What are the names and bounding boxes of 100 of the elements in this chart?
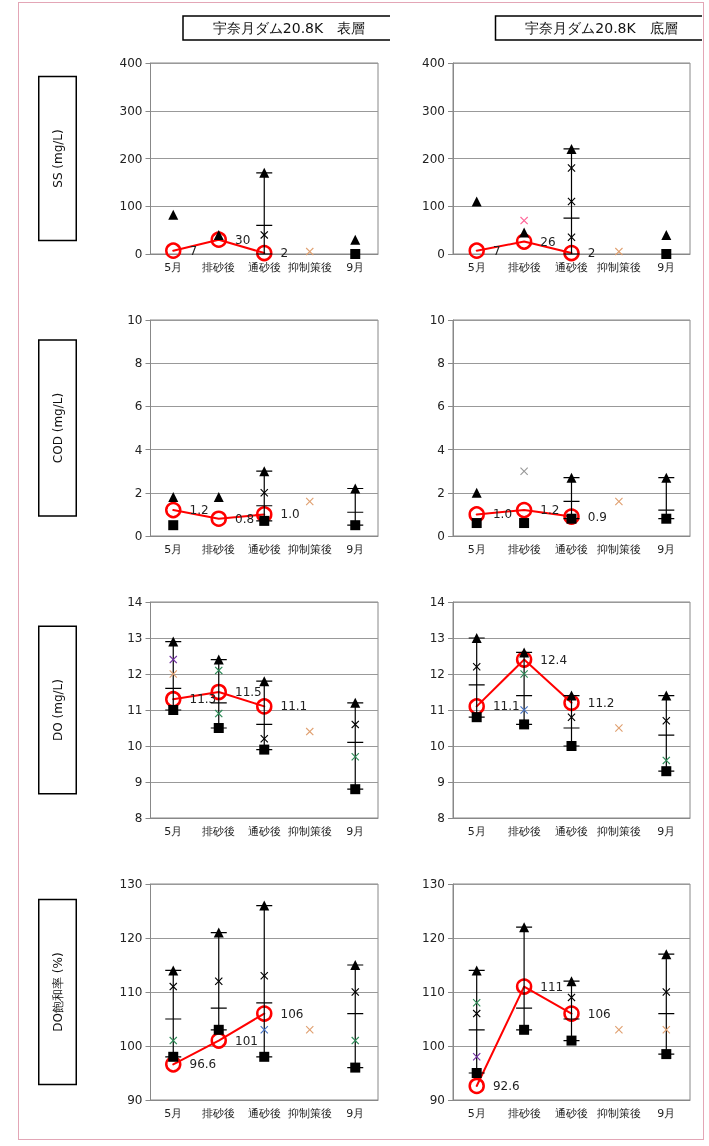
x-tick-label: 排砂後 <box>507 1107 541 1120</box>
x-tick-label: 5月 <box>164 543 183 556</box>
x-tick-label: 5月 <box>164 261 183 274</box>
y-tick-label: 0 <box>437 247 445 261</box>
point <box>259 515 270 526</box>
x-tick-label: 5月 <box>467 261 486 274</box>
point <box>350 234 361 245</box>
x-tick-label: 5月 <box>164 825 183 838</box>
data-label: 7 <box>189 243 198 258</box>
point <box>515 233 533 250</box>
x-tick-label: 抑制策後 <box>596 1107 641 1120</box>
y-tick-label: 110 <box>119 985 143 999</box>
y-tick-label: 13 <box>127 631 143 645</box>
point <box>165 242 182 259</box>
data-label: 30 <box>235 232 251 247</box>
x-tick-label: 抑制策後 <box>287 1107 332 1120</box>
data-label: 92.6 <box>492 1078 520 1093</box>
y-tick-label: 100 <box>422 199 445 214</box>
data-label: 101 <box>235 1033 258 1048</box>
y-axis-title: SS (mg/L) <box>50 129 65 188</box>
y-tick-label: 0 <box>134 529 143 543</box>
x-tick-label: 9月 <box>657 543 676 556</box>
y-tick-label: 8 <box>437 356 445 371</box>
y-tick-label: 6 <box>437 399 445 414</box>
point <box>210 510 227 527</box>
x-tick-label: 9月 <box>657 261 676 274</box>
y-tick-label: 300 <box>119 103 143 118</box>
point <box>519 518 530 529</box>
x-tick-label: 5月 <box>467 825 486 838</box>
y-tick-label: 4 <box>134 442 143 457</box>
x-tick-label: 9月 <box>657 825 676 838</box>
data-label: 2 <box>280 246 289 261</box>
data-label: 106 <box>280 1006 304 1021</box>
data-label: 1.0 <box>280 507 300 522</box>
point <box>566 472 577 483</box>
point <box>566 143 577 154</box>
x-tick-label: 通砂後 <box>247 543 281 556</box>
x-tick-label: 抑制策後 <box>287 825 332 838</box>
point <box>168 209 179 220</box>
x-tick-label: 抑制策後 <box>596 261 641 274</box>
y-tick-label: 130 <box>119 877 143 891</box>
data-label: 12.4 <box>540 652 568 667</box>
data-label: 7 <box>492 243 501 258</box>
y-tick-label: 10 <box>429 739 445 753</box>
data-label: 111 <box>540 979 564 994</box>
y-tick-label: 130 <box>422 877 445 891</box>
point <box>468 242 485 259</box>
y-tick-label: 10 <box>429 313 445 327</box>
y-tick-label: 200 <box>119 151 143 166</box>
data-label: 1.2 <box>189 503 209 518</box>
x-tick-label: 5月 <box>467 543 486 556</box>
data-label: 11.1 <box>492 699 520 714</box>
point <box>259 167 270 178</box>
x-tick-label: 通砂後 <box>247 261 281 274</box>
y-tick-label: 90 <box>429 1093 445 1107</box>
x-tick-label: 抑制策後 <box>596 543 641 556</box>
point <box>515 501 533 519</box>
point <box>213 492 224 503</box>
y-tick-label: 14 <box>429 595 445 609</box>
y-tick-label: 2 <box>134 485 143 500</box>
y-axis-title: COD (mg/L) <box>50 392 65 464</box>
y-tick-label: 13 <box>429 631 445 645</box>
y-axis-title: DO飽和率 (%) <box>50 952 65 1032</box>
x-tick-label: 排砂後 <box>202 261 236 274</box>
y-tick-label: 300 <box>422 103 445 118</box>
y-tick-label: 100 <box>119 1039 143 1053</box>
y-tick-label: 400 <box>422 56 445 70</box>
y-tick-label: 12 <box>127 667 143 681</box>
point <box>259 466 270 477</box>
point <box>661 229 672 240</box>
y-tick-label: 0 <box>134 247 143 261</box>
data-label: 0.9 <box>587 509 607 524</box>
y-tick-label: 10 <box>127 739 143 753</box>
x-tick-label: 5月 <box>164 1107 183 1120</box>
x-tick-label: 排砂後 <box>202 1107 236 1120</box>
y-tick-label: 11 <box>429 703 445 717</box>
data-label: 11.1 <box>280 699 308 714</box>
point <box>256 506 273 523</box>
chart-title: 宇奈月ダム20.8K 底層 <box>525 20 678 36</box>
y-tick-label: 4 <box>437 442 445 457</box>
point <box>661 513 672 524</box>
x-tick-label: 通砂後 <box>555 825 588 838</box>
point <box>563 508 580 525</box>
chart-title: 宇奈月ダム20.8K 表層 <box>212 20 366 36</box>
point <box>471 487 482 498</box>
y-tick-label: 90 <box>127 1093 143 1107</box>
y-tick-label: 120 <box>422 931 445 945</box>
x-tick-label: 排砂後 <box>507 543 541 556</box>
x-tick-label: 抑制策後 <box>287 261 332 274</box>
x-tick-label: 排砂後 <box>507 825 541 838</box>
x-tick-label: 9月 <box>657 1107 676 1120</box>
y-tick-label: 100 <box>422 1039 445 1053</box>
point <box>519 227 530 238</box>
point <box>471 518 482 529</box>
y-tick-label: 6 <box>134 399 143 414</box>
data-label: 11.3 <box>189 692 217 707</box>
x-tick-label: 通砂後 <box>555 261 588 274</box>
y-tick-label: 11 <box>127 703 143 717</box>
x-tick-label: 排砂後 <box>202 825 236 838</box>
y-tick-label: 9 <box>134 775 143 789</box>
